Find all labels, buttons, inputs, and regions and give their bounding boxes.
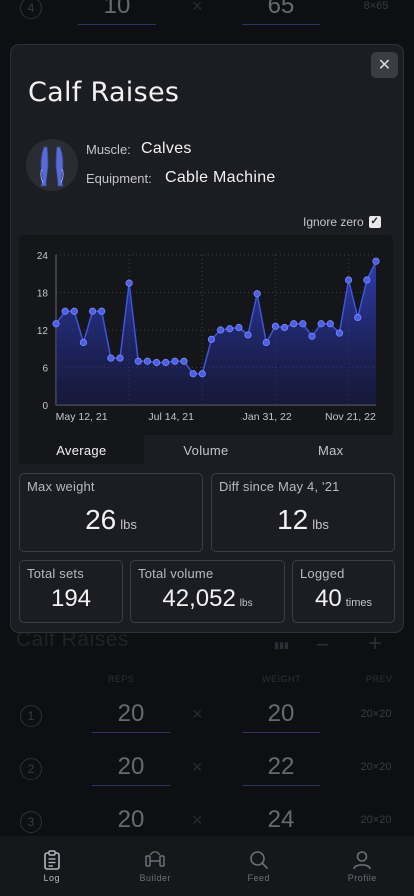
diff-card: Diff since May 4, '21 12 lbs — [211, 473, 395, 552]
user-icon — [353, 850, 372, 869]
data-point — [189, 370, 197, 378]
stat-value: 26 lbs — [85, 504, 137, 535]
clipboard-icon — [43, 849, 60, 870]
x-tick-label: May 12, 21 — [56, 411, 108, 423]
data-point — [107, 354, 115, 362]
data-point — [162, 358, 170, 367]
data-point — [372, 257, 380, 265]
tab-max[interactable]: Max — [317, 443, 344, 458]
stat-label: Max weight — [27, 479, 95, 494]
equipment-value: Cable Machine — [165, 169, 276, 186]
x-tick-label: Jan 31, 22 — [243, 411, 292, 423]
series-area — [56, 261, 376, 405]
data-point — [116, 354, 124, 362]
max-weight-card: Max weight 26 lbs — [19, 473, 203, 552]
y-tick-label: 0 — [42, 401, 48, 412]
data-point — [280, 323, 289, 332]
exercise-stats-modal: ✕ Calf Raises Muscle: Calves Equipment: … — [10, 44, 404, 633]
ignore-zero-label: Ignore zero — [303, 215, 364, 229]
x-tick-label: Nov 21, 22 — [325, 411, 376, 423]
progress-chart: 0 6 12 18 24 May 12, 21 Jul 14, 21 Jan 31, 22 No… — [19, 235, 393, 435]
muscle-label: Muscle: — [86, 142, 131, 157]
data-point — [290, 320, 298, 328]
data-point — [344, 276, 353, 284]
nav-label: Builder — [139, 872, 171, 883]
stat-value: 194 — [50, 585, 92, 612]
stat-value: 12 lbs — [277, 504, 329, 535]
data-point — [326, 320, 334, 328]
stat-label: Total volume — [138, 566, 214, 581]
nav-label: Log — [43, 872, 61, 883]
total-sets-card: Total sets 194 — [19, 560, 123, 623]
dumbbell-icon — [145, 850, 165, 867]
total-volume-card: Total volume 42,052 lbs — [130, 560, 285, 623]
nav-item-profile[interactable]: Profile — [311, 836, 414, 896]
stat-label: Total sets — [27, 566, 84, 581]
nav-item-feed[interactable]: Feed — [207, 836, 311, 896]
checkbox-checked-icon[interactable]: ✓ — [368, 216, 381, 228]
data-point — [70, 307, 78, 315]
data-point — [317, 320, 325, 328]
nav-item-builder[interactable]: Builder — [104, 836, 208, 896]
data-point — [152, 358, 161, 367]
data-point — [299, 320, 307, 328]
bottom-nav: Log Builder Feed Profile — [0, 836, 414, 896]
close-button[interactable]: ✕ — [371, 52, 398, 78]
y-tick-label: 6 — [42, 364, 48, 375]
ignore-zero-toggle[interactable]: Ignore zero ✓ — [303, 215, 381, 229]
data-point — [363, 276, 371, 284]
data-point — [171, 357, 179, 365]
y-tick-label: 18 — [37, 289, 49, 300]
data-point — [226, 325, 234, 333]
chart-svg: 0 6 12 18 24 May 12, 21 Jul 14, 21 Jan 31, 22 No… — [37, 251, 380, 423]
data-point — [143, 357, 152, 365]
data-point — [271, 322, 280, 330]
stat-value: 42,052 lbs — [162, 585, 253, 612]
data-point — [98, 307, 106, 315]
logged-card: Logged 40 times — [292, 560, 395, 623]
data-point — [61, 307, 69, 315]
data-point — [335, 329, 344, 337]
y-tick-label: 12 — [37, 326, 49, 337]
tab-average[interactable]: Average — [19, 435, 144, 464]
x-tick-label: Jul 14, 21 — [148, 411, 194, 423]
muscle-diagram-icon — [26, 139, 78, 191]
data-point — [52, 320, 60, 328]
data-point — [262, 338, 270, 347]
data-point — [207, 335, 216, 343]
data-point — [125, 279, 133, 287]
data-point — [88, 307, 97, 315]
data-point — [216, 326, 225, 334]
chart-tabs: Average Volume Max — [19, 435, 393, 464]
tab-volume[interactable]: Volume — [183, 443, 229, 458]
data-point — [235, 323, 243, 332]
data-point — [79, 338, 88, 347]
data-point — [244, 331, 252, 339]
equipment-label: Equipment: — [86, 171, 152, 186]
data-point — [354, 313, 362, 322]
stat-label: Diff since May 4, '21 — [219, 479, 340, 494]
stat-value: 40 times — [315, 585, 372, 612]
search-icon — [249, 850, 268, 869]
data-point — [253, 290, 261, 298]
muscle-value: Calves — [141, 140, 192, 157]
nav-item-log[interactable]: Log — [0, 836, 104, 896]
data-point — [134, 357, 142, 365]
data-point — [180, 357, 188, 365]
y-tick-label: 24 — [37, 251, 49, 262]
data-point — [198, 370, 206, 378]
modal-title: Calf Raises — [28, 77, 180, 108]
nav-label: Profile — [347, 872, 377, 883]
stat-label: Logged — [300, 566, 345, 581]
nav-label: Feed — [247, 872, 270, 883]
data-point — [308, 332, 316, 340]
